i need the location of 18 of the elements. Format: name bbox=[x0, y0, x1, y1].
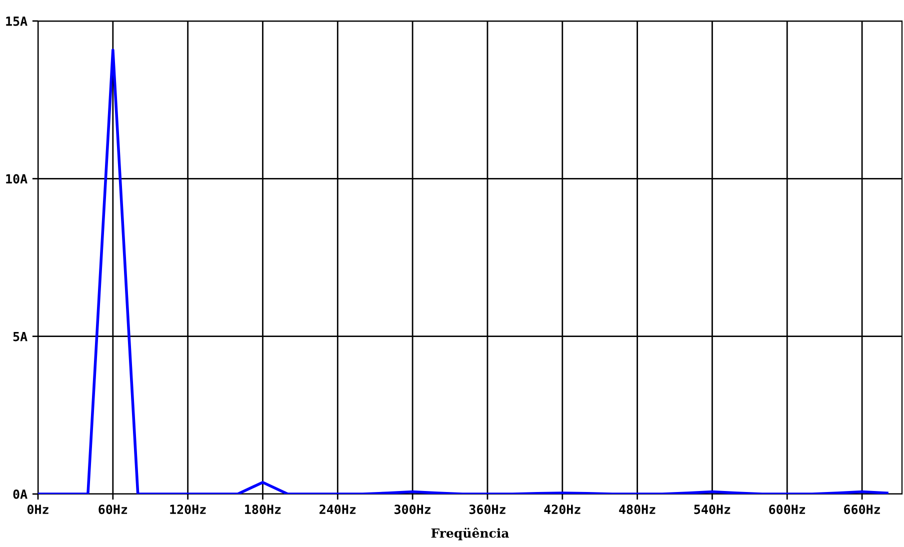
x-tick-label: 360Hz bbox=[469, 504, 506, 514]
y-tick-label: 0A bbox=[13, 489, 28, 499]
y-tick-label: 15A bbox=[6, 16, 28, 26]
x-tick-label: 480Hz bbox=[619, 504, 656, 514]
x-tick-label: 60Hz bbox=[98, 504, 128, 514]
x-tick-label: 660Hz bbox=[844, 504, 880, 514]
x-tick-label: 0Hz bbox=[27, 504, 48, 514]
x-tick-label: 180Hz bbox=[245, 504, 281, 514]
x-tick-label: 600Hz bbox=[769, 504, 806, 514]
y-tick-label: 5A bbox=[13, 332, 28, 342]
x-tick-label: 240Hz bbox=[320, 504, 356, 514]
x-tick-label: 120Hz bbox=[170, 504, 206, 514]
y-tick-label: 10A bbox=[6, 174, 28, 184]
x-tick-label: 420Hz bbox=[544, 504, 580, 514]
line-series bbox=[38, 48, 888, 494]
x-axis-title: Freqüência bbox=[431, 528, 509, 540]
x-tick-label: 300Hz bbox=[394, 504, 430, 514]
x-tick-label: 540Hz bbox=[694, 504, 730, 514]
